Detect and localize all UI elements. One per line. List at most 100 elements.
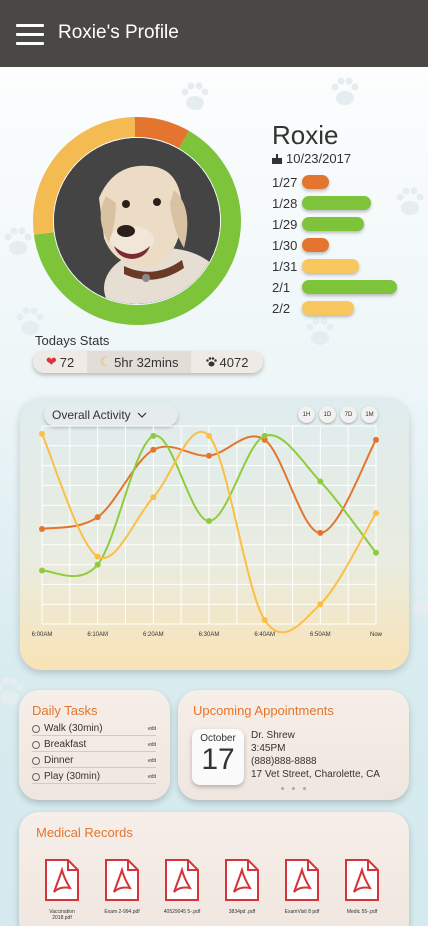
pdf-icon bbox=[285, 859, 319, 901]
calendar-month: October bbox=[200, 733, 236, 744]
data-point bbox=[94, 553, 101, 560]
pdf-icon bbox=[105, 859, 139, 901]
calendar-day: 17 bbox=[201, 743, 235, 776]
pdf-file-name: Exam 2-994.pdf bbox=[104, 909, 140, 915]
task-edit-link[interactable]: edit bbox=[147, 757, 156, 764]
pdf-file[interactable]: Medic 55-.pdf bbox=[342, 858, 382, 915]
cake-icon bbox=[272, 154, 282, 164]
heart-rate-value: 72 bbox=[59, 354, 75, 370]
pdf-file[interactable]: Exam 2-994.pdf bbox=[102, 858, 142, 915]
range-button-7d[interactable]: 7D bbox=[340, 406, 357, 423]
task-checkbox[interactable] bbox=[32, 740, 40, 749]
task-edit-link[interactable]: edit bbox=[147, 741, 156, 748]
birthday-date: 10/23/2017 bbox=[286, 151, 352, 166]
activity-date: 2/2 bbox=[272, 300, 291, 316]
pdf-file-name: ExamVisit 8 pdf bbox=[284, 909, 320, 915]
overall-activity-dropdown[interactable]: Overall Activity bbox=[44, 404, 178, 426]
pdf-icon bbox=[165, 859, 199, 901]
task-label: Dinner bbox=[44, 755, 74, 766]
activity-bar bbox=[302, 259, 359, 273]
task-checkbox[interactable] bbox=[32, 724, 40, 733]
medical-records-title: Medical Records bbox=[36, 825, 133, 840]
data-point bbox=[373, 436, 379, 443]
appointment-phone: (888)888-8888 bbox=[251, 756, 317, 767]
activity-bar bbox=[302, 196, 371, 210]
dropdown-label: Overall Activity bbox=[52, 408, 131, 422]
daily-tasks-title: Daily Tasks bbox=[32, 703, 98, 718]
data-point bbox=[206, 518, 212, 525]
task-checkbox[interactable] bbox=[32, 772, 40, 781]
paw-icon bbox=[205, 357, 217, 367]
range-button-1h[interactable]: 1H bbox=[298, 406, 315, 423]
page-title: Roxie's Profile bbox=[58, 22, 179, 43]
data-point bbox=[39, 430, 45, 437]
activity-date: 1/28 bbox=[272, 195, 298, 211]
appointments-card[interactable]: Upcoming Appointments October 17 Dr. Shr… bbox=[178, 690, 409, 800]
task-checkbox[interactable] bbox=[32, 756, 40, 765]
task-label: Walk (30min) bbox=[44, 723, 103, 734]
moon-icon: ☾ bbox=[99, 354, 112, 369]
data-point bbox=[150, 446, 157, 453]
pet-name: Roxie bbox=[272, 120, 339, 150]
activity-date: 2/1 bbox=[272, 279, 291, 295]
activity-date: 1/31 bbox=[272, 258, 298, 274]
task-item[interactable]: Breakfast edit bbox=[32, 738, 156, 752]
appointment-time: 3:45PM bbox=[251, 743, 286, 754]
task-item[interactable]: Play (30min) edit bbox=[32, 770, 156, 784]
activity-bar bbox=[302, 217, 364, 231]
chevron-down-icon bbox=[137, 412, 147, 418]
pdf-file[interactable]: 40529045 5-.pdf bbox=[162, 858, 202, 915]
activity-bar bbox=[302, 280, 397, 294]
pdf-file-name: 40529045 5-.pdf bbox=[163, 909, 201, 915]
activity-bar bbox=[302, 175, 329, 189]
x-tick-label: 6:20AM bbox=[143, 632, 164, 638]
appointment-address: 17 Vet Street, Charolette, CA bbox=[251, 769, 380, 780]
x-tick-label: 6:40AM bbox=[254, 632, 275, 638]
appointments-title: Upcoming Appointments bbox=[193, 703, 334, 718]
task-edit-link[interactable]: edit bbox=[147, 773, 156, 780]
data-point bbox=[206, 432, 212, 439]
steps-stat: 4072 bbox=[191, 351, 263, 373]
activity-ring-graphic bbox=[32, 116, 241, 325]
task-item[interactable]: Dinner edit bbox=[32, 754, 156, 768]
x-tick-label: 6:00AM bbox=[32, 632, 53, 638]
calendar-date: October 17 bbox=[192, 729, 244, 785]
data-point bbox=[261, 617, 268, 624]
sleep-stat: ☾ 5hr 32mins bbox=[87, 351, 191, 373]
x-tick-label: 6:10AM bbox=[87, 632, 108, 638]
pdf-icon bbox=[225, 859, 259, 901]
task-label: Breakfast bbox=[44, 739, 87, 750]
activity-row: 2/1 bbox=[272, 278, 397, 296]
task-label: Play (30min) bbox=[44, 771, 101, 782]
data-point bbox=[317, 601, 324, 608]
activity-line-chart: 6:00AM 6:10AM 6:20AM 6:30AM 6:40AM 6:50AM Now bbox=[32, 425, 383, 638]
pdf-file[interactable]: ExamVisit 8 pdf bbox=[282, 858, 322, 915]
activity-bar bbox=[302, 238, 329, 252]
data-point bbox=[373, 510, 379, 517]
pdf-file-name: Vaccination 2018.pdf bbox=[49, 909, 75, 921]
birthday: 10/23/2017 bbox=[272, 151, 351, 166]
data-point bbox=[94, 561, 101, 568]
activity-row: 1/30 bbox=[272, 236, 329, 254]
data-point bbox=[373, 549, 379, 556]
range-button-1m[interactable]: 1M bbox=[361, 406, 378, 423]
activity-row: 2/2 bbox=[272, 299, 354, 317]
data-point bbox=[94, 514, 101, 521]
x-tick-label: 6:50AM bbox=[310, 632, 331, 638]
pdf-file[interactable]: Vaccination 2018.pdf bbox=[42, 858, 82, 921]
task-item[interactable]: Walk (30min) edit bbox=[32, 722, 156, 736]
activity-row: 1/28 bbox=[272, 194, 371, 212]
carousel-dots[interactable] bbox=[281, 787, 306, 790]
pdf-icon bbox=[345, 859, 379, 901]
activity-date: 1/30 bbox=[272, 237, 298, 253]
activity-date: 1/29 bbox=[272, 216, 298, 232]
pdf-file[interactable]: 3834pd .pdf bbox=[222, 858, 262, 915]
sleep-value: 5hr 32mins bbox=[114, 354, 179, 370]
x-tick-label: Now bbox=[370, 632, 383, 638]
heart-rate-stat: ❤ 72 bbox=[33, 351, 87, 373]
hamburger-icon[interactable] bbox=[16, 24, 44, 45]
data-point bbox=[39, 567, 45, 574]
range-button-1d[interactable]: 1D bbox=[319, 406, 336, 423]
data-point bbox=[206, 452, 212, 459]
task-edit-link[interactable]: edit bbox=[147, 725, 156, 732]
